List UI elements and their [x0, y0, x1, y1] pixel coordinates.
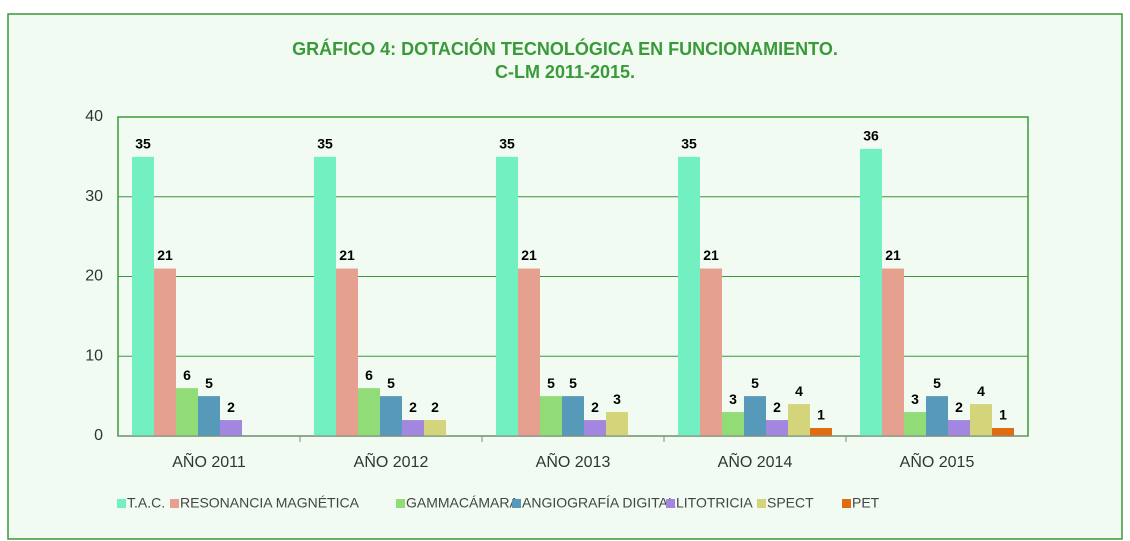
legend-label: ANGIOGRAFÍA DIGITAL	[522, 495, 676, 511]
data-label: 5	[751, 375, 759, 391]
data-label: 21	[885, 247, 901, 263]
data-label: 1	[999, 407, 1007, 423]
bar	[402, 420, 424, 436]
data-label: 21	[339, 247, 355, 263]
bar	[198, 396, 220, 436]
data-label: 2	[227, 399, 235, 415]
legend-label: RESONANCIA MAGNÉTICA	[180, 495, 360, 511]
x-tick-label: AÑO 2015	[900, 451, 975, 471]
bar	[518, 268, 540, 436]
legend-swatch	[396, 499, 405, 508]
legend-swatch	[117, 499, 126, 508]
data-label: 4	[977, 383, 985, 399]
bar	[700, 268, 722, 436]
legend-label: GAMMACÁMARA	[406, 495, 519, 511]
data-label: 21	[703, 247, 719, 263]
bar	[540, 396, 562, 436]
x-tick-label: AÑO 2011	[172, 451, 246, 471]
y-tick-label: 0	[94, 427, 103, 444]
bar	[992, 428, 1014, 436]
bar	[424, 420, 446, 436]
legend-swatch	[512, 499, 521, 508]
data-label: 36	[863, 128, 879, 144]
legend-swatch	[842, 499, 851, 508]
bar	[606, 412, 628, 436]
bar	[132, 156, 154, 436]
data-label: 35	[317, 136, 333, 152]
data-label: 21	[521, 247, 537, 263]
data-label: 4	[795, 383, 803, 399]
bar	[220, 420, 242, 436]
data-label: 6	[183, 367, 191, 383]
y-tick-label: 40	[85, 108, 103, 125]
y-tick-label: 20	[85, 268, 103, 285]
data-label: 2	[773, 399, 781, 415]
bar	[766, 420, 788, 436]
bar	[860, 148, 882, 436]
legend-label: SPECT	[767, 495, 814, 511]
data-label: 5	[933, 375, 941, 391]
data-label: 5	[205, 375, 213, 391]
data-label: 35	[135, 136, 151, 152]
data-label: 35	[499, 136, 515, 152]
bar	[154, 268, 176, 436]
data-label: 2	[409, 399, 417, 415]
bar	[584, 420, 606, 436]
data-label: 3	[729, 391, 737, 407]
chart-title: C-LM 2011-2015.	[495, 62, 635, 82]
bar	[336, 268, 358, 436]
bar	[358, 388, 380, 436]
legend-label: T.A.C.	[127, 495, 165, 511]
bar	[380, 396, 402, 436]
bar	[882, 268, 904, 436]
bar	[678, 156, 700, 436]
bar	[496, 156, 518, 436]
data-label: 3	[613, 391, 621, 407]
data-label: 5	[387, 375, 395, 391]
y-tick-label: 10	[85, 347, 103, 364]
legend-label: PET	[852, 495, 880, 511]
bar	[562, 396, 584, 436]
legend-label: LITOTRICIA	[676, 495, 753, 511]
bar	[314, 156, 336, 436]
bar	[904, 412, 926, 436]
data-label: 6	[365, 367, 373, 383]
data-label: 1	[817, 407, 825, 423]
bar	[948, 420, 970, 436]
bar	[926, 396, 948, 436]
x-tick-label: AÑO 2014	[718, 451, 793, 471]
data-label: 21	[157, 247, 173, 263]
data-label: 5	[547, 375, 555, 391]
data-label: 2	[591, 399, 599, 415]
legend-swatch	[666, 499, 675, 508]
bar	[810, 428, 832, 436]
data-label: 5	[569, 375, 577, 391]
legend-swatch	[757, 499, 766, 508]
bar	[788, 404, 810, 436]
data-label: 2	[431, 399, 439, 415]
bar	[722, 412, 744, 436]
legend-swatch	[170, 499, 179, 508]
x-tick-label: AÑO 2012	[354, 451, 429, 471]
bar	[744, 396, 766, 436]
y-tick-label: 30	[85, 188, 103, 205]
bar	[176, 388, 198, 436]
data-label: 2	[955, 399, 963, 415]
x-tick-label: AÑO 2013	[536, 451, 611, 471]
data-label: 35	[681, 136, 697, 152]
chart-title: GRÁFICO 4: DOTACIÓN TECNOLÓGICA EN FUNCI…	[292, 38, 838, 59]
data-label: 3	[911, 391, 919, 407]
bar	[970, 404, 992, 436]
